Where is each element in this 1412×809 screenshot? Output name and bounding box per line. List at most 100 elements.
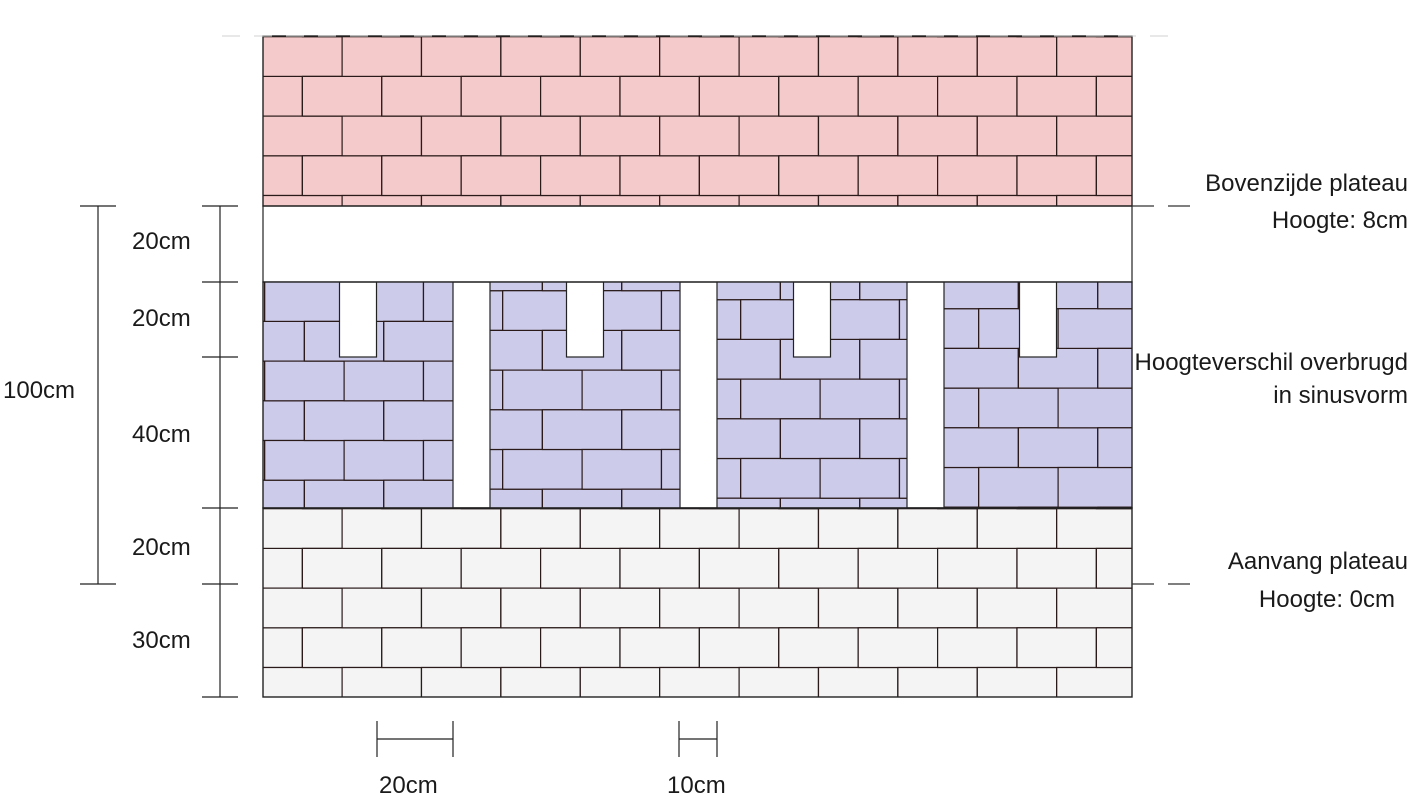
paver: [817, 508, 899, 550]
paver: [500, 36, 542, 38]
paver: [778, 36, 859, 38]
paver: [581, 448, 663, 490]
paver: [1097, 282, 1132, 310]
paver: [1095, 155, 1132, 197]
paver: [263, 666, 343, 697]
paver: [263, 36, 304, 38]
paver: [738, 587, 820, 629]
paver: [301, 627, 383, 669]
segment-2-label: 20cm: [132, 305, 191, 332]
paver: [420, 666, 502, 697]
paver: [619, 627, 701, 669]
paver: [976, 587, 1058, 629]
paver: [778, 547, 859, 589]
paver: [660, 290, 680, 332]
paver: [738, 666, 820, 697]
paver: [343, 360, 425, 402]
paver: [976, 36, 1018, 38]
transition-notch: [565, 282, 605, 358]
paver: [422, 439, 453, 481]
transition-notch: [338, 282, 378, 358]
paver: [381, 547, 462, 589]
paver: [500, 666, 581, 697]
paver: [343, 439, 425, 481]
paver: [500, 115, 581, 157]
transition-label: Hoogteverschil overbrugd: [1135, 349, 1408, 376]
paver: [740, 457, 821, 499]
paver: [341, 587, 423, 629]
paver: [263, 627, 304, 669]
segment-5-label: 30cm: [132, 627, 191, 654]
start-plateau-height: Hoogte: 0cm: [1259, 586, 1395, 613]
paver: [897, 508, 978, 550]
paver: [422, 360, 453, 402]
paver: [539, 36, 621, 38]
paver: [897, 36, 939, 38]
paver: [422, 282, 453, 323]
paver: [817, 666, 899, 697]
paver: [859, 338, 907, 380]
paver: [738, 36, 780, 38]
paver: [263, 115, 343, 157]
paver: [898, 378, 907, 420]
paver: [660, 448, 680, 490]
gap-width-label: 10cm: [667, 772, 726, 799]
paver: [383, 400, 453, 442]
paver: [341, 508, 423, 550]
paver: [539, 627, 621, 669]
paver: [264, 360, 345, 402]
paver: [944, 347, 1020, 389]
paver: [779, 418, 861, 460]
paver: [303, 400, 385, 442]
paver: [541, 409, 623, 451]
paver: [383, 320, 453, 362]
paver: [898, 299, 907, 341]
paver: [460, 155, 542, 197]
paver: [263, 360, 266, 402]
paver: [420, 587, 502, 629]
paver: [619, 36, 701, 38]
paver: [898, 457, 907, 499]
paver: [264, 439, 345, 481]
paver: [698, 36, 780, 38]
paver: [698, 155, 780, 197]
total-length-label: 100cm: [3, 377, 75, 404]
paver: [660, 369, 680, 411]
paver: [263, 400, 266, 481]
paver: [978, 466, 1059, 508]
total-length-dimension: 100cm: [3, 205, 116, 585]
start-plateau-label: Aanvang plateau: [1228, 548, 1408, 575]
paver: [500, 508, 581, 550]
paver: [579, 36, 621, 38]
paver: [944, 308, 980, 350]
paver: [263, 36, 343, 78]
paver: [579, 587, 661, 629]
paver: [659, 508, 740, 550]
paver: [817, 115, 899, 157]
paver: [778, 75, 859, 117]
paver: [341, 666, 423, 697]
paver: [420, 36, 502, 78]
top-plateau-label: Bovenzijde plateau: [1205, 170, 1408, 197]
paver: [460, 547, 542, 589]
paver: [1095, 36, 1132, 38]
paver: [817, 36, 899, 78]
paver: [579, 36, 661, 78]
paver: [263, 282, 266, 323]
paver: [659, 587, 740, 629]
paver: [817, 36, 859, 38]
paver: [1097, 347, 1132, 389]
paver: [1095, 547, 1132, 589]
brick-length-dimension: 20cm: [376, 721, 454, 799]
paver: [659, 666, 740, 697]
paver: [819, 299, 901, 341]
paver: [264, 282, 345, 323]
paver: [579, 508, 661, 550]
paver: [698, 547, 780, 589]
paver: [1056, 36, 1132, 78]
paver: [817, 587, 899, 629]
paver: [857, 627, 939, 669]
start-plateau-paving: [263, 508, 1132, 697]
paver: [1056, 36, 1097, 38]
